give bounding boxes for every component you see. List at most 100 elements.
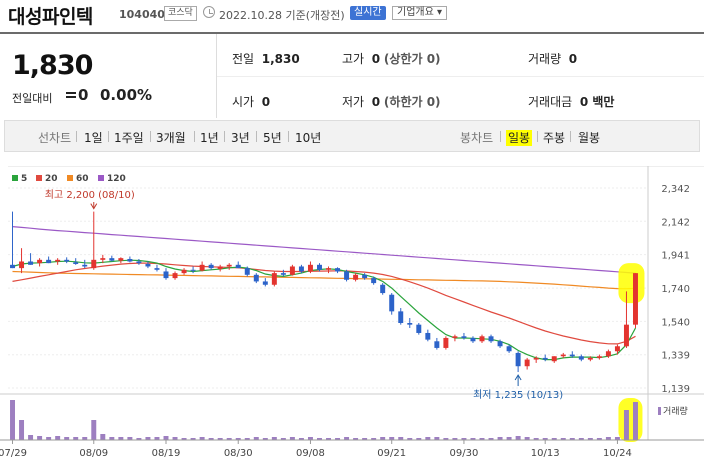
amount-value: 0 백만 — [579, 95, 615, 109]
toolbar-separator — [288, 131, 289, 142]
period-5y[interactable]: 5년 — [263, 131, 282, 145]
trade-amount: 거래대금 0 백만 — [528, 93, 614, 110]
toolbar-separator — [150, 131, 151, 142]
volume-bar — [605, 437, 611, 440]
candle-daily-label: 일봉 — [506, 130, 533, 146]
quote-date: 2022.10.28 기준(개장전) — [219, 9, 345, 22]
candle-body — [560, 354, 566, 357]
volume-bar — [82, 437, 88, 440]
candle-body — [353, 274, 359, 280]
candle-body — [434, 341, 440, 348]
candle-body — [633, 273, 638, 325]
volume-bar — [262, 438, 268, 440]
low-annotation: 최저 1,235 (10/13) — [473, 389, 563, 401]
volume-bar — [208, 438, 214, 440]
legend-label: 20 — [45, 174, 58, 184]
candle-body — [109, 258, 115, 261]
period-1w[interactable]: 1주일 — [114, 131, 144, 145]
volume-bar — [497, 437, 503, 440]
volume-bar — [416, 438, 422, 440]
candle-body — [506, 346, 512, 352]
volume-bar — [298, 438, 304, 440]
candle-body — [533, 357, 539, 360]
prev-close-value: 1,830 — [261, 52, 300, 66]
candle-body — [100, 258, 106, 260]
volume-bar — [226, 438, 232, 440]
volume-bar — [163, 436, 169, 440]
toolbar-separator — [537, 131, 538, 142]
x-tick-label: 09/08 — [296, 448, 325, 459]
candle-body — [452, 336, 458, 338]
y-tick-label: 1,740 — [661, 284, 690, 295]
candle-body — [488, 336, 494, 342]
volume-bar — [353, 438, 359, 440]
volume-bar — [398, 437, 404, 440]
volume-bar — [533, 438, 539, 440]
ma120-line — [12, 226, 636, 274]
candle-body — [443, 337, 449, 348]
volume-bar — [488, 438, 494, 440]
candle-body — [46, 259, 52, 264]
volume-highlight — [618, 398, 643, 442]
candle-weekly[interactable]: 주봉 — [543, 131, 566, 145]
toolbar-separator — [194, 131, 195, 142]
candle-body — [623, 324, 629, 347]
x-tick-label: 09/21 — [377, 448, 406, 459]
header-divider — [0, 32, 704, 34]
volume-bar — [317, 438, 322, 440]
volume-bar — [217, 438, 223, 440]
high-arrow-head — [90, 203, 98, 210]
x-tick-label: 07/29 — [0, 448, 27, 459]
volume-bar — [190, 438, 196, 440]
stats-row-divider — [217, 76, 704, 77]
candle-monthly[interactable]: 월봉 — [578, 131, 601, 145]
volume-bar — [623, 410, 629, 440]
volume-bar — [10, 400, 15, 440]
period-10y[interactable]: 10년 — [295, 131, 322, 145]
candle-body — [551, 356, 557, 362]
y-tick-label: 1,139 — [661, 384, 690, 395]
candle-body — [398, 311, 404, 323]
legend-swatch — [36, 175, 42, 181]
period-3y[interactable]: 3년 — [231, 131, 250, 145]
candle-body — [208, 264, 214, 269]
candle-body — [55, 259, 61, 262]
y-tick-label: 1,540 — [661, 317, 690, 328]
candle-chart[interactable]: 5 20 60 120 2,342 2,142 1,941 1,740 1,540 1,339 1… — [0, 166, 704, 464]
ma20-line — [12, 262, 636, 345]
company-overview-dropdown[interactable]: 기업개요 ▾ — [392, 6, 447, 20]
x-tick-label: 09/30 — [450, 448, 479, 459]
volume-bar — [362, 438, 368, 440]
volume-bar — [515, 436, 521, 440]
candle-body — [371, 278, 377, 284]
volume-bar — [19, 420, 25, 440]
volume-bar — [524, 437, 530, 440]
candle-body — [389, 294, 395, 312]
volume-bar — [253, 437, 259, 440]
candle-daily[interactable]: 일봉 — [506, 129, 533, 146]
toolbar-separator — [224, 131, 225, 142]
period-1d[interactable]: 1일 — [84, 131, 103, 145]
volume-bar — [289, 437, 295, 440]
stock-name: 대성파인텍 — [8, 6, 93, 28]
volume-bar — [127, 437, 133, 440]
x-tick-label: 08/09 — [79, 448, 108, 459]
current-price: 1,830 — [12, 50, 93, 81]
legend-label: 120 — [107, 174, 126, 184]
volume-bar — [37, 436, 43, 440]
realtime-button[interactable]: 실시간 — [350, 6, 386, 20]
period-1y[interactable]: 1년 — [200, 131, 219, 145]
volume-bar — [28, 435, 34, 440]
volume-bar — [46, 437, 52, 440]
volume-bar — [235, 438, 241, 440]
candle-body — [253, 274, 259, 282]
volume-bar — [506, 437, 512, 440]
volume-bar — [551, 438, 557, 440]
period-3m[interactable]: 3개월 — [156, 131, 186, 145]
candle-body — [524, 359, 530, 367]
candle-body — [91, 259, 97, 269]
candle-body — [587, 357, 593, 360]
high-label: 고가 — [342, 52, 365, 66]
candle-body — [470, 337, 476, 342]
volume-bar — [199, 437, 205, 440]
